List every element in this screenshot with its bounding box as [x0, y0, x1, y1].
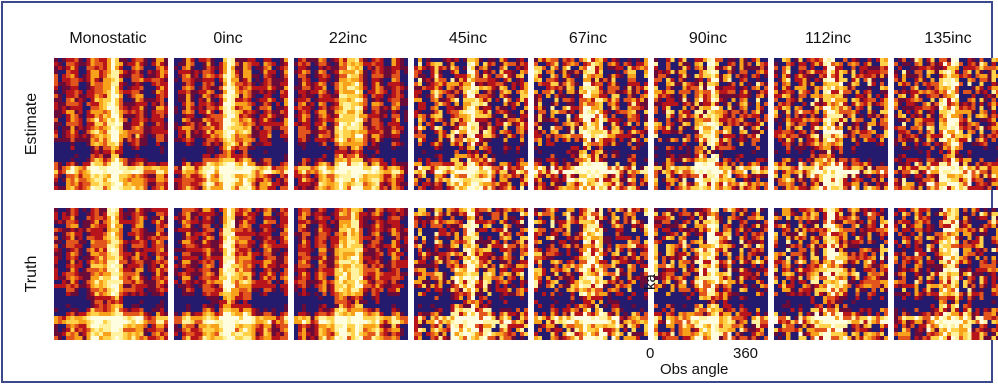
heatmap-panel	[534, 208, 648, 340]
column-title: 67inc	[568, 30, 608, 47]
heatmap-panel	[54, 208, 168, 340]
row-label: Truth	[23, 255, 40, 293]
heatmap-panel	[654, 58, 768, 190]
heatmap-panel	[414, 58, 528, 190]
heatmap-panel	[294, 208, 408, 340]
column-title: 22inc	[328, 30, 368, 47]
row-label: Estimate	[23, 92, 40, 156]
heatmap-panel	[534, 58, 648, 190]
y-axis-label: ka	[642, 274, 659, 290]
heatmap-panel	[174, 58, 288, 190]
heatmap-panel	[654, 208, 768, 340]
heatmap-panel	[894, 208, 998, 340]
x-axis-max: 360	[733, 345, 759, 362]
heatmap-panel	[774, 58, 888, 190]
column-title: Monostatic	[69, 30, 147, 47]
heatmap-panel	[774, 208, 888, 340]
column-title: 112inc	[805, 30, 851, 47]
column-title: 0inc	[213, 30, 243, 47]
heatmap-panel	[414, 208, 528, 340]
heatmap-panel	[174, 208, 288, 340]
x-axis-label: Obs angle	[660, 361, 729, 378]
column-title: 135inc	[924, 30, 972, 47]
column-title: 45inc	[448, 30, 488, 47]
x-axis-min: 0	[646, 345, 655, 362]
heatmap-panel	[54, 58, 168, 190]
column-title: 90inc	[688, 30, 728, 47]
heatmap-panel	[894, 58, 998, 190]
heatmap-panel	[294, 58, 408, 190]
